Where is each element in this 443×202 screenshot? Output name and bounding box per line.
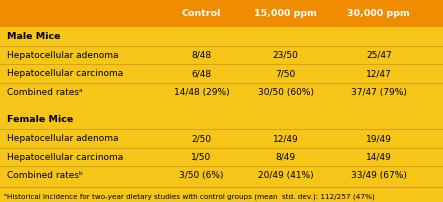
Text: 12/49: 12/49 xyxy=(273,134,299,143)
Text: 14/48 (29%): 14/48 (29%) xyxy=(174,88,229,97)
Text: 6/48: 6/48 xyxy=(191,69,212,78)
Text: 14/49: 14/49 xyxy=(366,153,392,162)
Text: 12/47: 12/47 xyxy=(366,69,392,78)
Text: 37/47 (79%): 37/47 (79%) xyxy=(351,88,407,97)
Text: 8/48: 8/48 xyxy=(191,51,212,60)
Text: 15,000 ppm: 15,000 ppm xyxy=(254,9,317,18)
Text: Control: Control xyxy=(182,9,221,18)
Text: 7/50: 7/50 xyxy=(276,69,296,78)
Text: 8/49: 8/49 xyxy=(276,153,296,162)
Text: Hepatocellular carcinoma: Hepatocellular carcinoma xyxy=(7,153,123,162)
Text: 2/50: 2/50 xyxy=(191,134,212,143)
Text: Hepatocellular adenoma: Hepatocellular adenoma xyxy=(7,134,118,143)
Text: Hepatocellular adenoma: Hepatocellular adenoma xyxy=(7,51,118,60)
Text: Combined ratesᵃ: Combined ratesᵃ xyxy=(7,88,82,97)
Text: 1/50: 1/50 xyxy=(191,153,212,162)
Text: 19/49: 19/49 xyxy=(366,134,392,143)
Text: Hepatocellular carcinoma: Hepatocellular carcinoma xyxy=(7,69,123,78)
Text: Female Mice: Female Mice xyxy=(7,116,73,124)
Text: 3/50 (6%): 3/50 (6%) xyxy=(179,171,224,180)
Text: 30,000 ppm: 30,000 ppm xyxy=(347,9,410,18)
Text: ᵃHistorical incidence for two-year dietary studies with control groups (mean  st: ᵃHistorical incidence for two-year dieta… xyxy=(4,193,374,200)
Text: 30/50 (60%): 30/50 (60%) xyxy=(258,88,314,97)
Text: Combined ratesᵇ: Combined ratesᵇ xyxy=(7,171,82,180)
FancyBboxPatch shape xyxy=(0,0,443,27)
Text: 33/49 (67%): 33/49 (67%) xyxy=(351,171,407,180)
Text: 25/47: 25/47 xyxy=(366,51,392,60)
Text: 20/49 (41%): 20/49 (41%) xyxy=(258,171,314,180)
Text: 23/50: 23/50 xyxy=(273,51,299,60)
Text: Male Mice: Male Mice xyxy=(7,32,60,41)
